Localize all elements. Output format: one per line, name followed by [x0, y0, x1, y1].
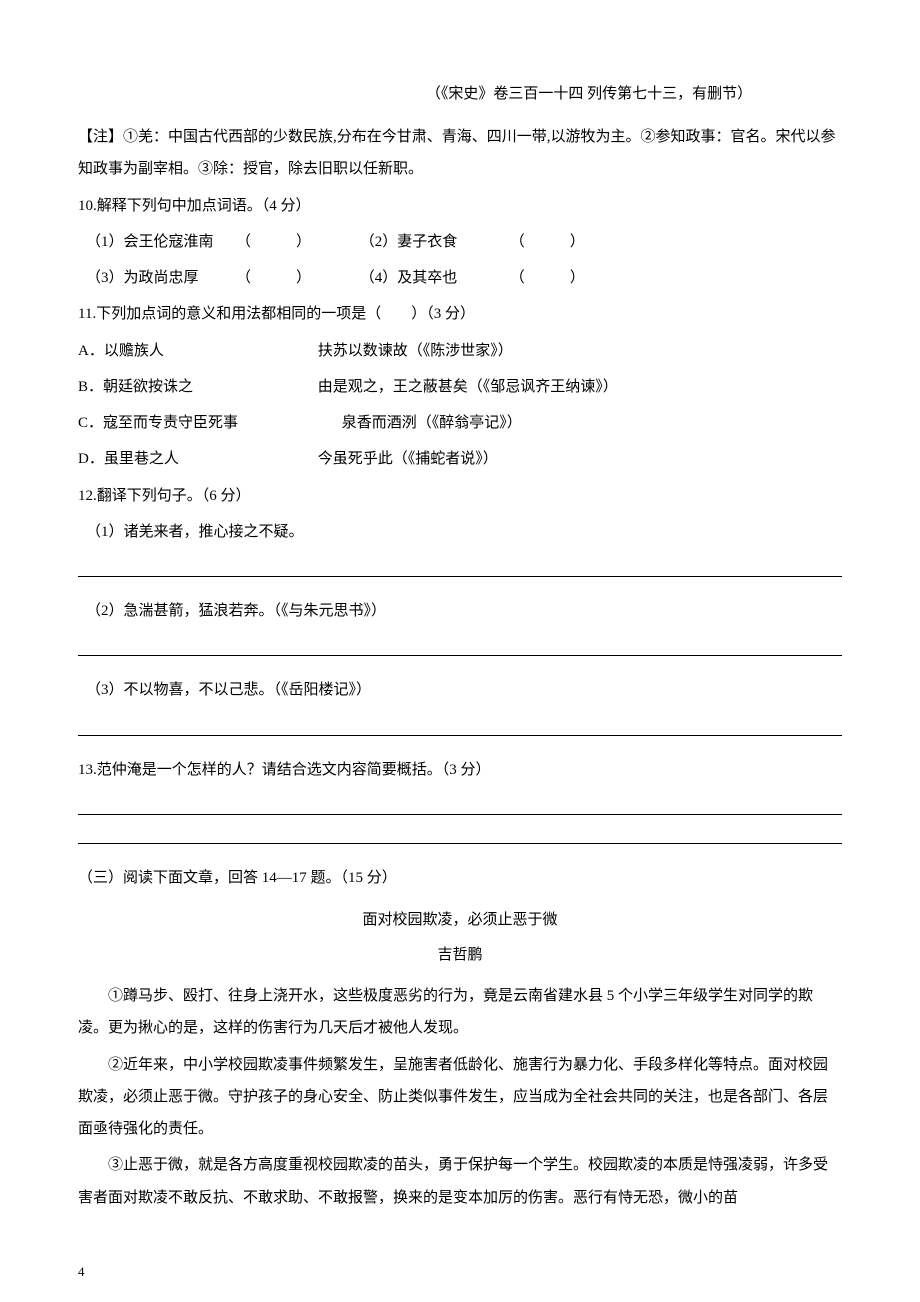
q11-optC-left: C．寇至而专责守臣死事 — [78, 407, 338, 439]
q10-stem: 10.解释下列句中加点词语。（4 分） — [78, 190, 842, 222]
q11-optD-right: 今虽死乎此（《捕蛇者说》） — [318, 443, 498, 475]
q12-s1: （1）诸羌来者，推心接之不疑。 — [78, 516, 842, 548]
q13-stem: 13.范仲淹是一个怎样的人？请结合选文内容简要概括。（3 分） — [78, 754, 842, 786]
article-author: 吉哲鹏 — [78, 943, 842, 964]
q10-item2: （2）妻子衣食 （ ） — [360, 226, 585, 258]
source-citation: （《宋史》卷三百一十四 列传第七十三，有删节） — [78, 82, 842, 103]
answer-line-5 — [78, 843, 842, 844]
q12-s2: （2）急湍甚箭，猛浪若奔。（《与朱元思书》） — [78, 595, 842, 627]
article-title: 面对校园欺凌，必须止恶于微 — [78, 908, 842, 929]
q10-item3: （3）为政尚忠厚 （ ） — [86, 262, 356, 294]
article-p2: ②近年来，中小学校园欺凌事件频繁发生，呈施害者低龄化、施害行为暴力化、手段多样化… — [78, 1049, 842, 1146]
q10-row1: （1）会王伦寇淮南 （ ） （2）妻子衣食 （ ） — [78, 226, 842, 258]
q11-optB-left: B．朝廷欲按诛之 — [78, 371, 314, 403]
q10-item1: （1）会王伦寇淮南 （ ） — [86, 226, 356, 258]
q11-optB-right: 由是观之，王之蔽甚矣（《邹忌讽齐王纳谏》） — [318, 371, 618, 403]
q11-optC-right: 泉香而酒洌（《醉翁亭记》） — [342, 407, 522, 439]
answer-line-3 — [78, 735, 842, 736]
q11-optD: D．虽里巷之人 今虽死乎此（《捕蛇者说》） — [78, 443, 842, 475]
annotation-text: 【注】①羌：中国古代西部的少数民族,分布在今甘肃、青海、四川一带,以游牧为主。②… — [78, 121, 842, 186]
q11-optC: C．寇至而专责守臣死事 泉香而酒洌（《醉翁亭记》） — [78, 407, 842, 439]
q12-stem: 12.翻译下列句子。（6 分） — [78, 480, 842, 512]
page-number: 4 — [78, 1264, 85, 1280]
q11-optA-right: 扶苏以数谏故（《陈涉世家》） — [318, 335, 513, 367]
q10-row2: （3）为政尚忠厚 （ ） （4）及其卒也 （ ） — [78, 262, 842, 294]
article-p3: ③止恶于微，就是各方高度重视校园欺凌的苗头，勇于保护每一个学生。校园欺凌的本质是… — [78, 1149, 842, 1214]
answer-line-2 — [78, 655, 842, 656]
q12-s3: （3）不以物喜，不以己悲。（《岳阳楼记》） — [78, 674, 842, 706]
q11-optD-left: D．虽里巷之人 — [78, 443, 314, 475]
q11-stem: 11.下列加点词的意义和用法都相同的一项是（ ）（3 分） — [78, 298, 842, 330]
article-p1: ①蹲马步、殴打、往身上浇开水，这些极度恶劣的行为，竟是云南省建水县 5 个小学三… — [78, 980, 842, 1045]
section3-heading: （三）阅读下面文章，回答 14—17 题。（15 分） — [78, 862, 842, 894]
answer-line-4 — [78, 814, 842, 815]
q11-optA: A．以赡族人 扶苏以数谏故（《陈涉世家》） — [78, 335, 842, 367]
q11-optA-left: A．以赡族人 — [78, 335, 314, 367]
q10-item4: （4）及其卒也 （ ） — [360, 262, 585, 294]
answer-line-1 — [78, 576, 842, 577]
q11-optB: B．朝廷欲按诛之 由是观之，王之蔽甚矣（《邹忌讽齐王纳谏》） — [78, 371, 842, 403]
